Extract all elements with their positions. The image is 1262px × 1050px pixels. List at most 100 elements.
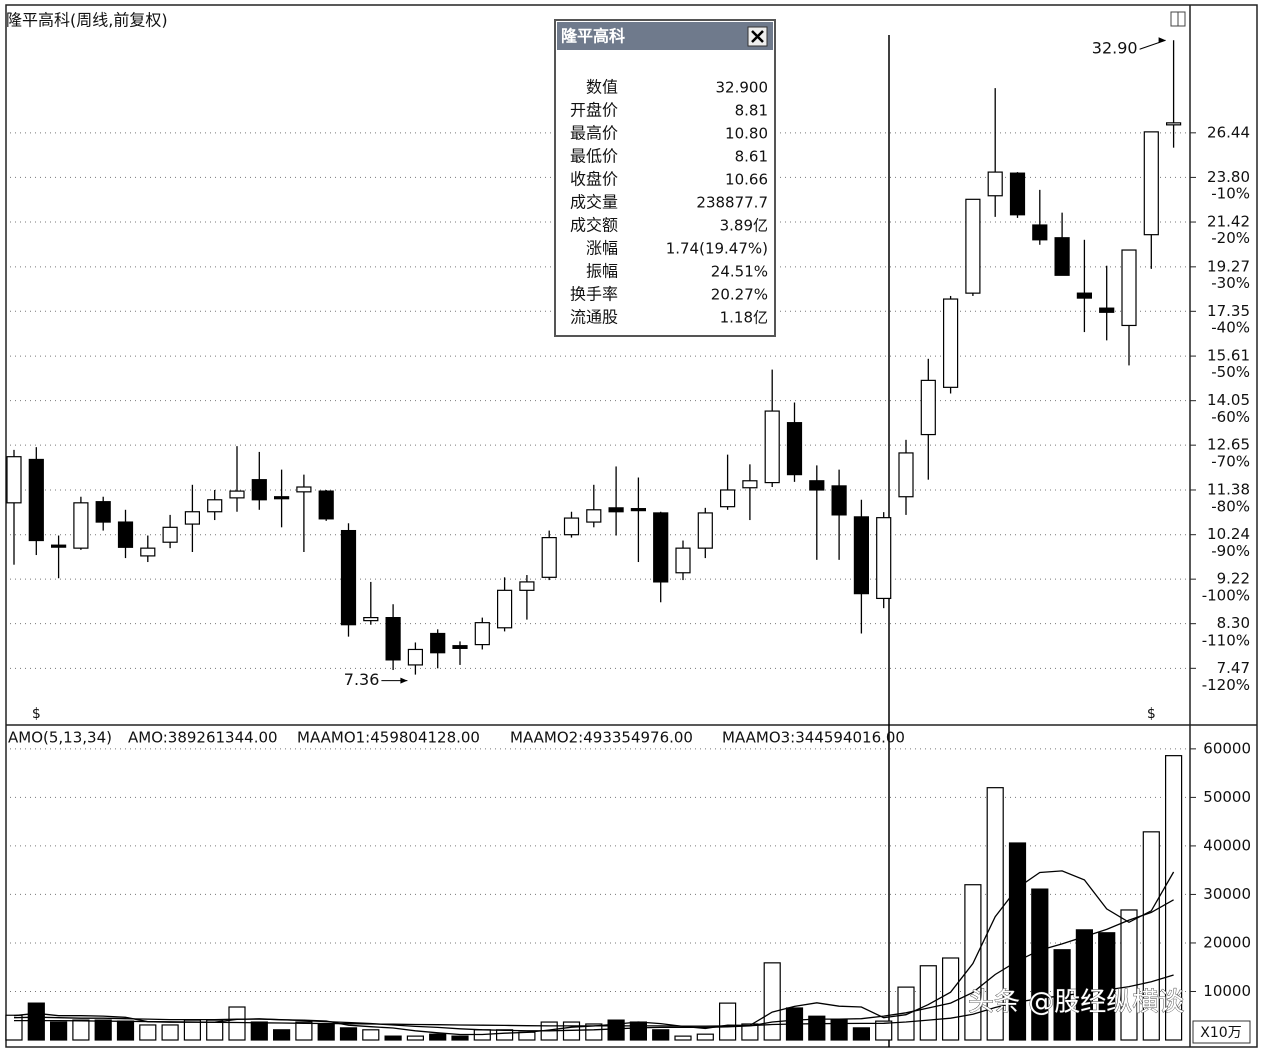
popup-row-value: 32.900 [716,79,769,97]
candle-body [764,410,780,484]
annotation-label: 7.36 [344,670,380,689]
candle-body [719,489,736,508]
volume-bar [295,1021,313,1041]
candle-body [608,507,624,513]
candle-body [630,508,647,512]
event-marker: $ [32,706,41,722]
y-tick-label: 10.24 [1207,525,1250,543]
candle-body [296,486,312,493]
y-tick-label: 7.47 [1217,659,1250,677]
candle-body [942,298,959,388]
candle-body [1121,249,1137,327]
candle-body [920,379,936,436]
y2-tick-label: -50% [1211,363,1250,381]
candle-body [363,617,379,622]
volume-bar [518,1031,536,1041]
annotation-arrowhead [400,677,408,684]
candle-body [474,622,490,646]
watermark: 头条 @股经纵横谈 [968,988,1184,1018]
y2-tick-label: -60% [1211,408,1250,426]
volume-bar [629,1021,648,1041]
candle-body [898,452,914,498]
y2-tick-label: -120% [1202,676,1250,694]
volume-bar [763,962,781,1041]
candle-body [1076,292,1093,299]
candle-body [519,581,535,591]
ma-line [13,899,1174,1032]
annotation-label: 32.90 [1092,39,1138,58]
candle-body [497,589,513,629]
candle-body [675,547,691,574]
candle-body [430,632,446,654]
volume-bar [852,1027,871,1041]
candle-body [697,512,713,549]
y-tick-label: 9.22 [1217,570,1250,588]
popup-titlebar [557,22,773,50]
volume-bar [384,1035,402,1041]
volume-bar [49,1021,68,1041]
volume-bar [139,1024,157,1041]
popup-row-label: 流通股 [570,308,618,327]
volume-bar [1120,909,1138,1041]
volume-bar [808,1015,826,1041]
volume-bar [94,1019,112,1041]
candle-body [229,490,245,499]
popup-row-value: 8.81 [735,102,768,120]
readout: MAAMO1:459804128.00 [297,729,480,747]
volume-bar [317,1023,335,1041]
candle-body [207,499,223,513]
candle-body [251,479,267,501]
volume-bar [228,1006,246,1041]
y-tick-label: 17.35 [1207,302,1250,320]
candle-body [541,537,557,578]
candle-body [853,516,870,595]
popup-row-value: 10.66 [725,171,768,189]
volume-bar [1075,929,1094,1041]
candle-body [1032,224,1048,241]
y-tick-label: 50000 [1203,788,1251,806]
volume-bar [250,1021,268,1041]
y2-tick-label: -80% [1211,497,1250,515]
y-tick-label: 14.05 [1207,391,1250,409]
popup-row-label: 成交额 [570,216,618,235]
y2-tick-label: -90% [1211,542,1250,560]
volume-bar [696,1033,714,1041]
candle-body [1099,307,1115,313]
popup-row-label: 成交量 [570,193,618,212]
y-tick-label: 8.30 [1217,614,1250,632]
popup-row-label: 最高价 [570,124,618,143]
popup-row-value: 3.89亿 [720,217,768,235]
popup-row-label: 开盘价 [570,101,618,120]
y-tick-label: 30000 [1203,885,1251,903]
volume-bar [183,1019,201,1041]
candle-body [184,511,200,525]
readout: MAAMO2:493354976.00 [510,729,693,747]
ma-line [14,974,1174,1027]
y-tick-label: 60000 [1203,739,1251,757]
candle-body [28,458,44,542]
candle-body [586,509,602,523]
candle-body [1165,122,1182,126]
readout: MAAMO3:344594016.00 [722,729,905,747]
unit-box [1192,1020,1251,1044]
volume-bar [830,1019,848,1041]
candle-body [340,529,357,626]
unit-label: X10万 [1200,1025,1241,1041]
volume-bar [718,1002,737,1041]
popup-row-label: 涨幅 [586,239,618,258]
candle-body [831,485,847,516]
volume-bar [875,1020,893,1041]
volume-bar [116,1020,135,1041]
candle-body [162,526,178,543]
y2-tick-label: -40% [1211,319,1250,337]
candle-body [73,502,89,549]
y2-tick-label: -110% [1202,631,1250,649]
y-tick-label: 19.27 [1207,257,1250,275]
popup-row-label: 收盘价 [570,170,618,189]
event-marker: $ [1147,706,1156,722]
popup-row-value: 238877.7 [696,194,768,212]
volume-bar [919,965,937,1041]
popup-row-label: 振幅 [586,262,618,281]
candle-body [965,198,981,294]
